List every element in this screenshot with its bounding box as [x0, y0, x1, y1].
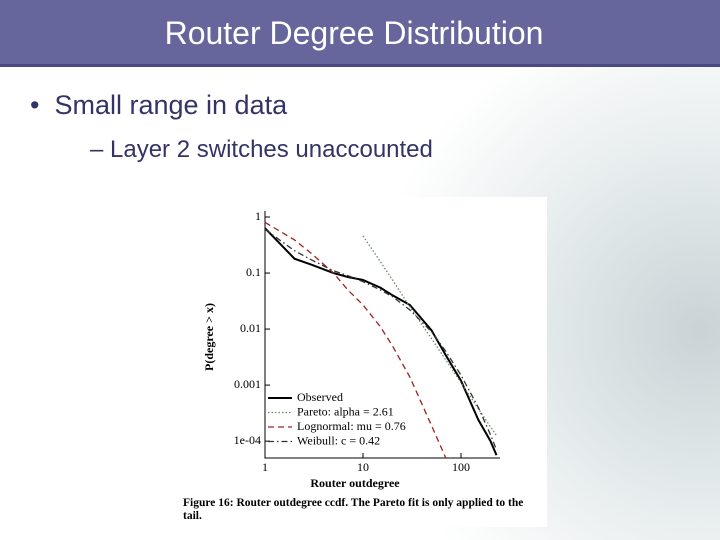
legend-label: Pareto: alpha = 2.61 — [297, 404, 394, 418]
sub-bullet: – Layer 2 switches unaccounted — [90, 136, 433, 163]
x-axis-title: Router outdegree — [310, 476, 400, 490]
line-series — [362, 235, 498, 437]
x-tick-label: 100 — [452, 460, 470, 474]
line-series — [264, 227, 498, 456]
y-tick-label: 0.001 — [234, 377, 261, 391]
line-series — [264, 228, 498, 451]
x-tick-label: 10 — [357, 460, 369, 474]
y-tick-label: 1 — [255, 209, 261, 223]
caption: Figure 16: Router outdegree ccdf. The Pa… — [183, 497, 524, 522]
bullet-text: Small range in data — [54, 90, 288, 120]
legend-label: Weibull: c = 0.42 — [297, 433, 380, 447]
line-series — [264, 221, 447, 459]
y-axis-title: P(degree > x) — [202, 303, 216, 371]
y-tick-label: 0.01 — [240, 321, 261, 335]
figure: Router outdegree P(degree > x) 1 0.1 0.01 0… — [180, 197, 547, 527]
slide-title: Router Degree Distribution — [164, 15, 544, 51]
bullet-text: Layer 2 switches unaccounted — [110, 136, 433, 163]
chart: Router outdegree P(degree > x) 1 0.1 0.01 0… — [202, 209, 500, 490]
bullet: • Small range in data — [30, 90, 288, 120]
y-tick-label: 1e-04 — [234, 433, 261, 447]
x-tick-label: 1 — [262, 460, 268, 474]
header: Router Degree Distribution — [0, 0, 720, 67]
legend-label: Lognormal: mu = 0.76 — [297, 419, 406, 433]
legend-label: Observed — [297, 390, 343, 404]
y-tick-label: 0.1 — [246, 265, 261, 279]
